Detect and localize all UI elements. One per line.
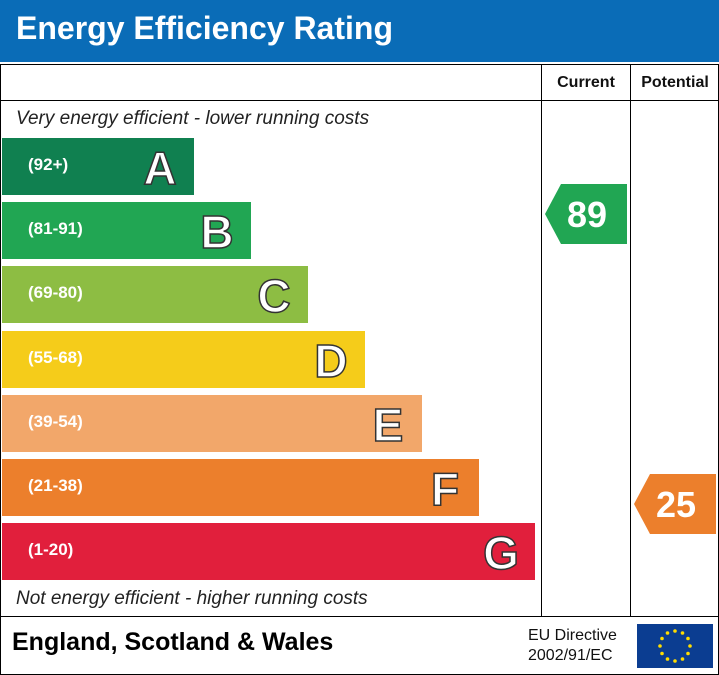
band-letter: A	[143, 141, 178, 194]
band-c: (69-80) C	[2, 266, 308, 323]
page-title: Energy Efficiency Rating	[16, 10, 393, 46]
band-range-label: (39-54)	[28, 412, 83, 431]
header-row-divider	[0, 100, 718, 101]
band-letter: D	[314, 334, 349, 387]
eu-star-icon	[686, 636, 690, 641]
eu-star-icon	[660, 651, 664, 656]
band-letter: F	[430, 462, 460, 515]
eu-directive: EU Directive 2002/91/EC	[528, 626, 617, 666]
eu-star-icon	[673, 659, 677, 663]
divider-current	[541, 64, 542, 617]
divider-potential	[630, 64, 631, 617]
eu-star-icon	[686, 651, 690, 656]
current-rating-arrow: 89	[545, 184, 627, 244]
band-letter-text: G	[483, 527, 519, 579]
band-e: (39-54) E	[2, 395, 422, 452]
footer-divider	[0, 616, 718, 617]
band-range-label: (1-20)	[28, 540, 74, 559]
column-header-potential: Potential	[641, 74, 709, 91]
band-range-label: (81-91)	[28, 219, 83, 238]
band-letter-text: C	[257, 270, 290, 322]
band-a: (92+) A	[2, 138, 194, 195]
band-letter-text: F	[431, 463, 459, 515]
band-letter: C	[257, 269, 292, 322]
band-d: (55-68) D	[2, 331, 365, 388]
band-letter-text: D	[314, 335, 347, 387]
band-range-label: (21-38)	[28, 476, 83, 495]
band-range-label: (92+)	[28, 155, 69, 174]
note-inefficient: Not energy efficient - higher running co…	[16, 588, 368, 609]
eu-star-icon	[665, 631, 670, 635]
band-letter: G	[482, 526, 519, 579]
band-letter-text: E	[373, 399, 404, 451]
note-efficient: Very energy efficient - lower running co…	[16, 108, 370, 129]
current-rating-value: 89	[567, 194, 607, 235]
eu-star-icon	[665, 657, 670, 661]
potential-rating-arrow: 25	[634, 474, 716, 534]
eu-star-icon	[680, 657, 685, 661]
eu-flag-icon	[637, 624, 713, 668]
eu-star-icon	[688, 644, 692, 648]
eu-star-icon	[673, 629, 677, 633]
eu-star-icon	[658, 644, 662, 648]
eu-star-icon	[660, 636, 664, 641]
eu-directive-line2: 2002/91/EC	[528, 647, 613, 664]
band-b: (81-91) B	[2, 202, 251, 259]
band-letter-text: B	[200, 206, 233, 258]
band-range-label: (55-68)	[28, 348, 83, 367]
band-f: (21-38) F	[2, 459, 479, 516]
column-header-current: Current	[557, 74, 615, 91]
eu-directive-line1: EU Directive	[528, 627, 617, 644]
potential-rating-value: 25	[656, 484, 696, 525]
region-label: England, Scotland & Wales	[12, 628, 334, 656]
band-g: (1-20) G	[2, 523, 535, 580]
eu-star-icon	[680, 631, 685, 635]
header-bar: Energy Efficiency Rating	[0, 0, 719, 62]
band-range-label: (69-80)	[28, 283, 83, 302]
band-letter: E	[372, 398, 404, 451]
band-letter-text: A	[143, 142, 176, 194]
band-letter: B	[200, 205, 235, 258]
